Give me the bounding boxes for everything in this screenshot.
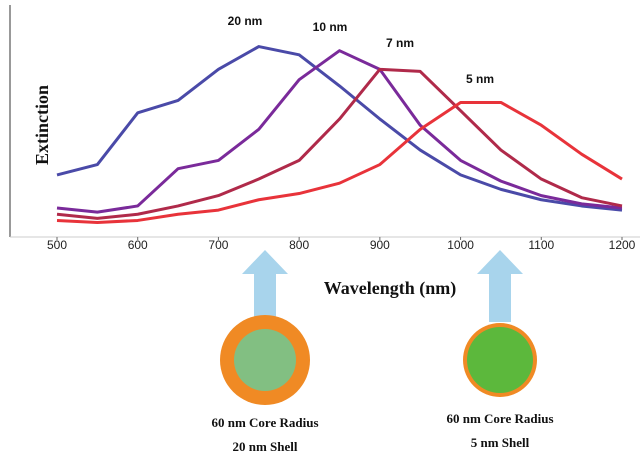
x-tick-label: 500 (47, 238, 67, 252)
x-tick-label: 900 (370, 238, 390, 252)
x-tick-label: 600 (128, 238, 148, 252)
arrow (477, 250, 523, 322)
x-tick-label: 1200 (609, 238, 636, 252)
x-tick-label: 1000 (447, 238, 474, 252)
x-axis-title: Wavelength (nm) (324, 278, 457, 299)
caption: 60 nm Core Radius (211, 415, 318, 430)
line-series (57, 51, 622, 212)
figure: 60 nm Core Radius 20 nm Shell 60 nm Core… (0, 0, 642, 463)
curve-label: 7 nm (386, 36, 414, 50)
caption: 20 nm Shell (232, 439, 297, 454)
x-tick-label: 800 (289, 238, 309, 252)
x-tick-label: 1100 (528, 238, 554, 252)
y-axis-title: Extinction (32, 85, 52, 165)
arrow (242, 250, 288, 322)
core (234, 329, 296, 391)
curve-label: 20 nm (228, 14, 263, 28)
curve-label: 10 nm (313, 20, 348, 34)
line-series (57, 69, 622, 218)
core (467, 327, 533, 393)
curve-label: 5 nm (466, 72, 494, 86)
line-series (57, 47, 622, 211)
x-tick-label: 700 (208, 238, 228, 252)
caption: 60 nm Core Radius (446, 411, 553, 426)
caption: 5 nm Shell (471, 435, 530, 450)
